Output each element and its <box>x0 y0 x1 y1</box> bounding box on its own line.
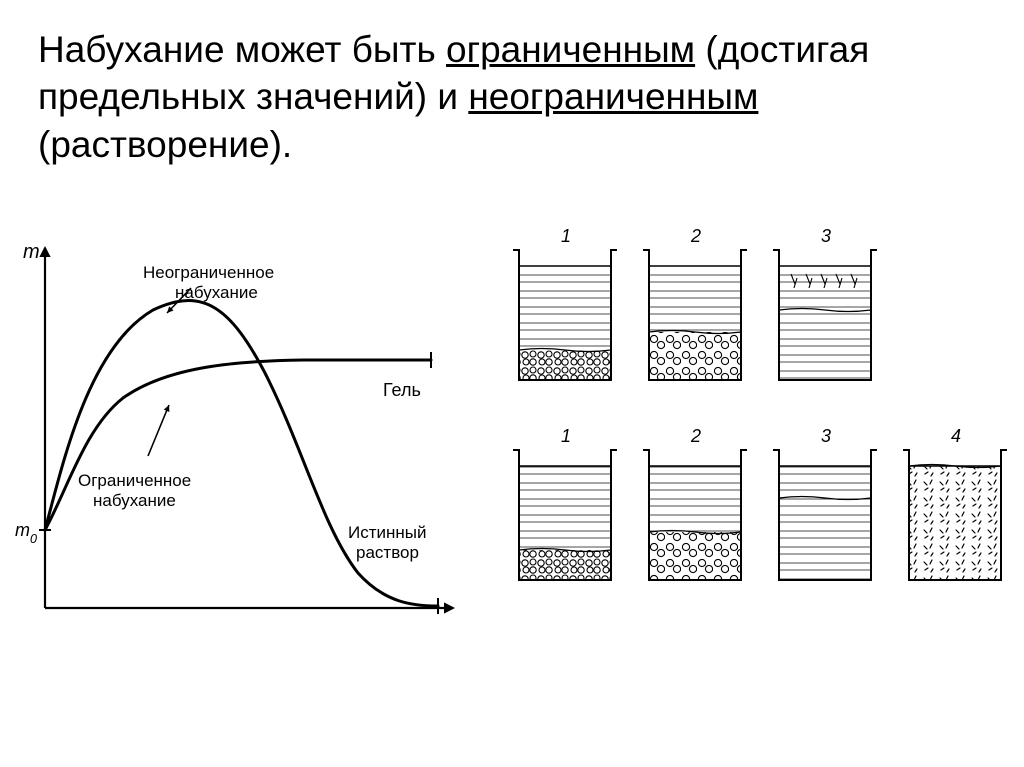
title-underline-2: неограниченным <box>468 76 758 117</box>
svg-text:2: 2 <box>690 426 701 446</box>
svg-text:Гель: Гель <box>383 380 421 400</box>
svg-text:3: 3 <box>821 226 831 246</box>
slide-title: Набухание может быть ограниченным (дости… <box>38 26 988 168</box>
svg-text:4: 4 <box>951 426 961 446</box>
svg-text:m: m <box>23 241 40 263</box>
svg-text:Ограниченное: Ограниченное <box>78 471 191 490</box>
svg-text:Неограниченное: Неограниченное <box>143 263 274 282</box>
beakers-diagram: 1 2 3 1 2 3 4 <box>489 222 1009 622</box>
svg-text:1: 1 <box>561 226 571 246</box>
svg-text:Истинный: Истинный <box>348 523 427 542</box>
svg-text:набухание: набухание <box>93 491 176 510</box>
svg-text:2: 2 <box>690 226 701 246</box>
svg-text:m0: m0 <box>15 520 37 546</box>
svg-text:3: 3 <box>821 426 831 446</box>
svg-text:раствор: раствор <box>356 543 419 562</box>
svg-text:1: 1 <box>561 426 571 446</box>
title-underline-1: ограниченным <box>446 29 695 70</box>
swelling-graph: mm0НеограниченноенабуханиеОграниченноена… <box>13 238 468 628</box>
title-text-1: Набухание может быть <box>38 29 446 70</box>
title-text-3: (растворение). <box>38 124 292 165</box>
